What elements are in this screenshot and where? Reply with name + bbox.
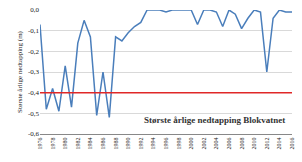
svg-text:2008: 2008 [239,137,245,149]
svg-text:2004: 2004 [213,137,219,149]
svg-text:1984: 1984 [87,137,93,149]
svg-text:0,0: 0,0 [30,6,39,14]
svg-text:Største årlige nedtapping (m): Største årlige nedtapping (m) [16,30,24,113]
svg-text:-0,4: -0,4 [28,89,40,97]
svg-text:2010: 2010 [251,137,257,149]
svg-text:Største årlige nedtapping Blok: Største årlige nedtapping Blokvatnet [144,115,285,125]
svg-text:1978: 1978 [50,137,56,149]
svg-text:1976: 1976 [37,137,43,149]
svg-text:1992: 1992 [138,137,144,149]
svg-text:1994: 1994 [150,137,156,149]
svg-text:2014: 2014 [276,137,282,149]
svg-text:2016: 2016 [289,137,295,149]
svg-text:1996: 1996 [163,137,169,149]
svg-text:-0,1: -0,1 [28,27,40,35]
svg-text:-0,3: -0,3 [28,68,40,76]
svg-text:-0,2: -0,2 [28,48,40,56]
svg-text:1982: 1982 [75,137,81,149]
svg-text:2000: 2000 [188,137,194,149]
svg-text:-0,6: -0,6 [28,130,40,138]
svg-text:-0,5: -0,5 [28,110,40,118]
svg-text:1988: 1988 [113,137,119,149]
svg-text:2002: 2002 [201,137,207,149]
svg-text:1980: 1980 [62,137,68,149]
svg-text:2006: 2006 [226,137,232,149]
svg-text:1990: 1990 [125,137,131,149]
svg-text:1998: 1998 [176,137,182,149]
svg-text:1986: 1986 [100,137,106,149]
svg-text:2012: 2012 [264,137,270,149]
